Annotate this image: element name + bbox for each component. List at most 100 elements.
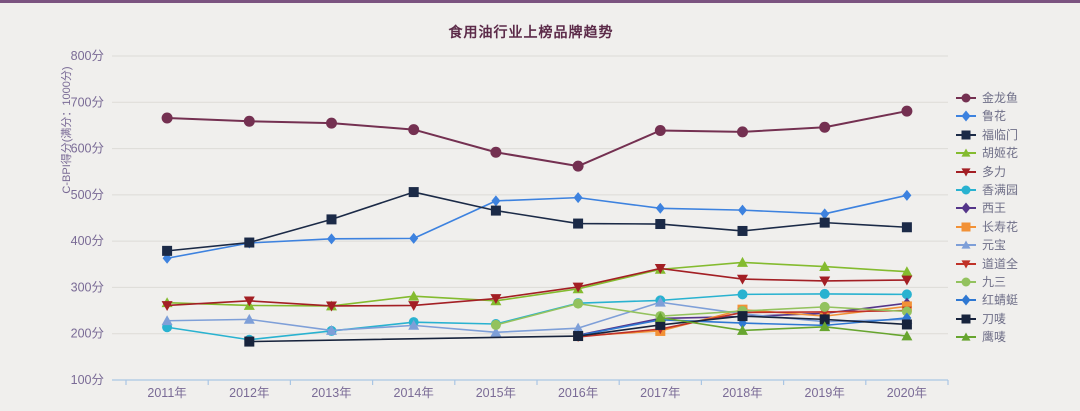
data-point xyxy=(161,112,173,124)
legend-label: 鹰唛 xyxy=(982,330,1007,345)
data-point xyxy=(737,225,748,236)
data-point xyxy=(243,313,255,324)
data-point xyxy=(490,146,502,158)
data-point xyxy=(573,298,584,309)
data-point xyxy=(961,294,971,306)
data-point xyxy=(408,187,419,198)
legend-item-11[interactable]: 红蜻蜓 xyxy=(955,293,1077,307)
legend-marker-icon xyxy=(956,110,976,122)
data-point xyxy=(737,256,748,267)
top-accent-bar xyxy=(0,0,1080,3)
x-tick-label: 2020年 xyxy=(887,386,927,400)
legend-item-2[interactable]: 福临门 xyxy=(955,128,1077,142)
legend-item-3[interactable]: 胡姬花 xyxy=(955,146,1077,160)
y-tick-label: 400分 xyxy=(71,234,104,248)
data-point xyxy=(737,126,748,138)
data-point xyxy=(961,148,971,157)
series-line-3 xyxy=(167,261,907,307)
y-tick-label: 500分 xyxy=(71,188,104,202)
data-point xyxy=(326,301,337,312)
x-tick-label: 2014年 xyxy=(394,386,434,400)
data-point xyxy=(655,219,666,230)
legend-item-6[interactable]: 西王 xyxy=(955,201,1077,215)
data-point xyxy=(654,312,666,322)
chart-title: 食用油行业上榜品牌趋势 xyxy=(448,24,614,40)
data-point xyxy=(819,321,831,332)
legend-marker-icon xyxy=(956,222,976,232)
data-point xyxy=(573,331,584,342)
data-point xyxy=(961,240,971,249)
legend-label: 道道全 xyxy=(982,256,1019,271)
series-line-10 xyxy=(495,302,907,326)
legend-marker-icon xyxy=(956,130,976,140)
x-tick-label: 2017年 xyxy=(640,386,680,400)
legend-marker-icon xyxy=(956,202,976,214)
y-tick-label: 200分 xyxy=(71,327,104,341)
x-tick-label: 2012年 xyxy=(229,386,269,400)
data-point xyxy=(326,214,337,225)
legend-label: 长寿花 xyxy=(982,219,1019,234)
legend-item-12[interactable]: 刀唛 xyxy=(955,312,1077,326)
data-point xyxy=(901,275,913,286)
legend-item-9[interactable]: 道道全 xyxy=(955,257,1077,271)
series-line-1 xyxy=(166,194,908,260)
x-tick-label: 2019年 xyxy=(805,386,845,400)
data-point xyxy=(490,205,501,216)
data-point xyxy=(819,276,831,287)
data-point xyxy=(819,301,830,312)
x-tick-label: 2018年 xyxy=(722,386,762,400)
data-point xyxy=(654,296,666,307)
data-point xyxy=(737,311,748,322)
data-point xyxy=(572,160,584,172)
legend-item-4[interactable]: 多力 xyxy=(955,165,1077,179)
legend-item-7[interactable]: 长寿花 xyxy=(955,220,1077,234)
legend-item-10[interactable]: 九三 xyxy=(955,275,1077,289)
legend-marker-icon xyxy=(956,332,976,341)
legend-item-8[interactable]: 元宝 xyxy=(955,238,1077,252)
data-point xyxy=(737,324,748,335)
y-tick-label: 700分 xyxy=(71,95,104,109)
legend-item-0[interactable]: 金龙鱼 xyxy=(955,91,1077,105)
legend-marker-icon xyxy=(956,240,976,249)
data-point xyxy=(655,202,665,214)
data-point xyxy=(901,105,913,117)
data-point xyxy=(961,259,971,269)
legend-marker-icon xyxy=(956,93,976,103)
data-point xyxy=(161,301,173,311)
data-point xyxy=(819,288,830,299)
data-point xyxy=(961,202,971,214)
data-point xyxy=(573,192,583,204)
data-point xyxy=(326,117,337,129)
data-point xyxy=(901,266,913,277)
legend-item-13[interactable]: 鹰唛 xyxy=(955,330,1077,344)
data-point xyxy=(655,319,666,330)
data-point xyxy=(490,326,502,337)
legend-item-5[interactable]: 香满园 xyxy=(955,183,1077,197)
legend-item-1[interactable]: 鲁花 xyxy=(955,109,1077,123)
series-line-2 xyxy=(167,191,907,252)
data-point xyxy=(490,294,502,305)
data-point xyxy=(408,301,420,311)
legend-label: 元宝 xyxy=(982,238,1007,253)
data-point xyxy=(819,261,831,271)
series-line-12 xyxy=(249,315,907,343)
data-point xyxy=(244,336,255,347)
legend-label: 九三 xyxy=(982,274,1007,289)
data-point xyxy=(737,274,748,285)
data-point xyxy=(572,322,584,333)
legend-label: 鲁花 xyxy=(982,109,1007,124)
data-point xyxy=(901,301,912,312)
series-line-13 xyxy=(660,316,907,337)
data-point xyxy=(162,252,172,264)
data-point xyxy=(901,306,912,317)
data-point xyxy=(408,124,420,136)
data-point xyxy=(901,319,912,330)
legend-marker-icon xyxy=(956,259,976,269)
x-tick-label: 2011年 xyxy=(147,386,186,400)
data-point xyxy=(901,289,912,300)
legend-label: 多力 xyxy=(982,164,1007,179)
series-line-5 xyxy=(166,293,907,341)
data-point xyxy=(654,125,666,137)
data-point xyxy=(961,314,971,324)
